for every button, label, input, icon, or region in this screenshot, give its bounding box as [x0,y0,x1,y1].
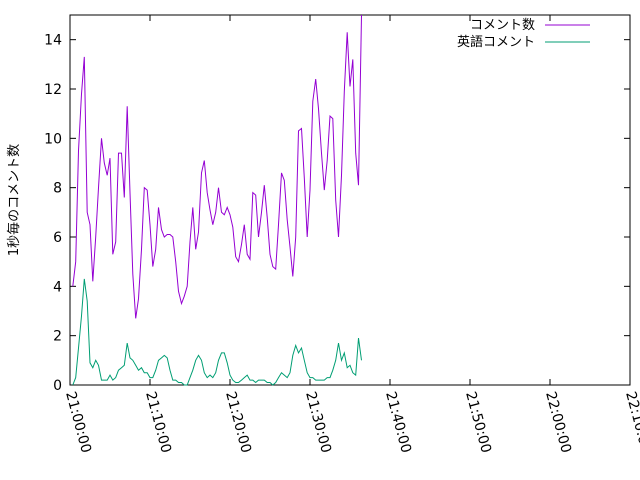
y-tick-label: 2 [53,329,62,345]
x-tick-label: 21:30:00 [302,390,334,455]
x-tick-label: 22:10:00 [622,390,640,455]
y-tick-label: 6 [53,230,62,246]
y-tick-label: 8 [53,181,62,197]
y-tick-label: 10 [44,131,62,147]
y-axis: 0 2 4 6 8 10 12 14 [44,33,630,394]
series-line-2 [72,278,362,386]
y-tick-label: 12 [44,82,62,98]
x-tick-label: 21:10:00 [142,390,174,455]
plot-frame [69,14,631,386]
y-tick-label: 4 [53,279,62,295]
x-tick-label: 21:20:00 [222,390,254,455]
y-axis-title: 1秒毎のコメント数 [6,144,22,256]
x-tick-label: 22:00:00 [542,390,574,455]
y-tick-label: 0 [53,378,62,394]
x-tick-label: 21:00:00 [62,390,94,455]
y-tick-label: 14 [44,33,62,49]
series-line-1 [72,14,362,319]
x-tick-label: 21:40:00 [382,390,414,455]
legend-label-1: コメント数 [470,18,535,33]
x-tick-label: 21:50:00 [462,390,494,455]
legend-label-2: 英語コメント [457,34,535,50]
series-layer [72,14,362,386]
